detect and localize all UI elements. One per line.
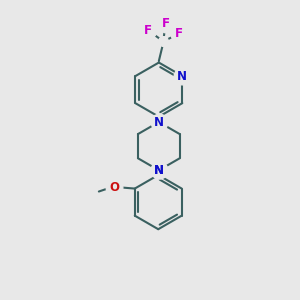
Text: N: N bbox=[154, 164, 164, 177]
Text: N: N bbox=[154, 116, 164, 128]
Text: N: N bbox=[154, 164, 164, 177]
Text: O: O bbox=[109, 181, 119, 194]
Text: N: N bbox=[177, 70, 187, 83]
Text: F: F bbox=[162, 17, 170, 30]
Text: F: F bbox=[144, 24, 152, 37]
Text: F: F bbox=[175, 28, 183, 40]
